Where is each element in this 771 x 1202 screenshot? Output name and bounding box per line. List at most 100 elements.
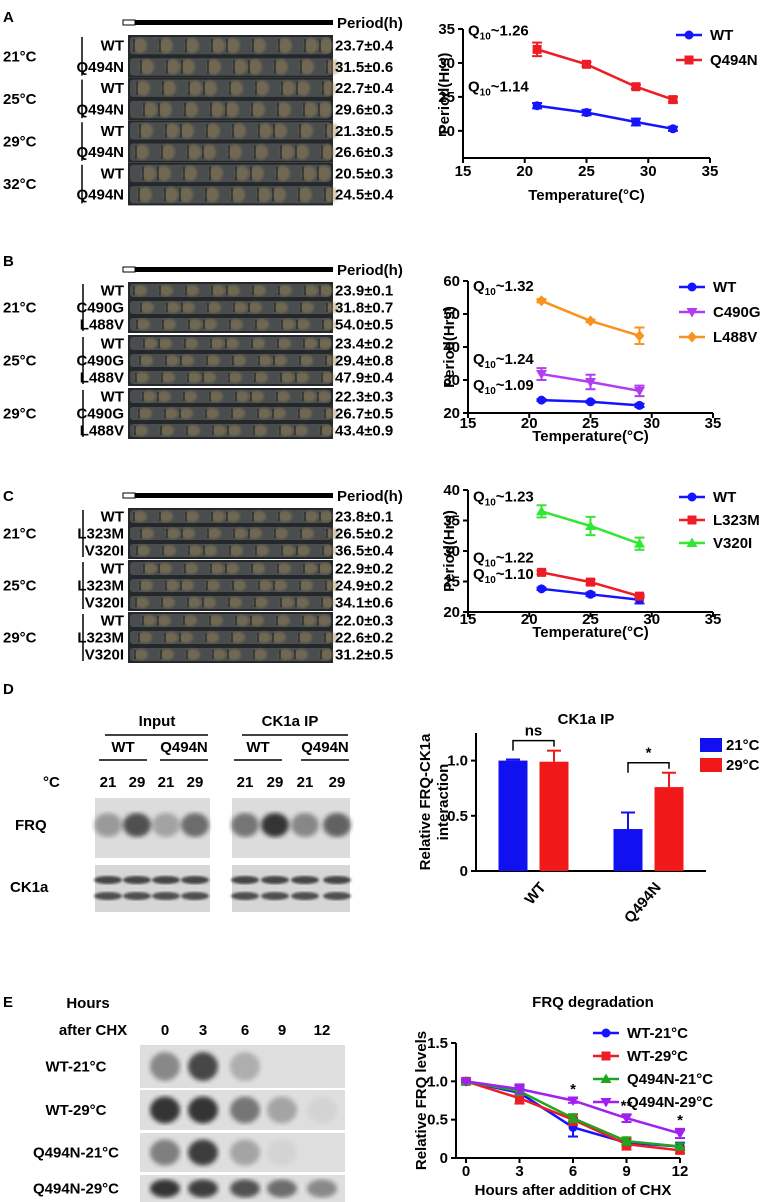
significance-label: * (677, 1112, 683, 1129)
conidia-band (257, 408, 271, 419)
blot-band (261, 892, 289, 900)
legend-marker (684, 55, 694, 65)
blot-temp-label: 29 (129, 774, 146, 791)
conidia-band (325, 123, 339, 139)
conidia-band (209, 615, 223, 626)
series-line (536, 48, 674, 101)
legend-swatch (700, 738, 722, 752)
strain-label: C490G (76, 405, 124, 422)
marker (537, 567, 546, 577)
blot-band (181, 892, 209, 900)
conidia-band (296, 319, 310, 330)
conidia-band (322, 319, 336, 330)
x-tick-label: 30 (643, 415, 660, 432)
blot-band (323, 813, 351, 837)
conidia-band (228, 372, 242, 383)
q10-annotation: Q10~1.22 (473, 549, 534, 569)
conidia-band (205, 187, 219, 203)
blot-strain-label: Q494N (160, 739, 208, 756)
conidia-band (162, 319, 176, 330)
conidia-band (258, 580, 272, 591)
temperature-label: 21°C (3, 48, 37, 65)
conidia-band (235, 165, 249, 182)
legend-label: WT (713, 279, 736, 296)
strain-label: L323M (77, 629, 124, 646)
legend-marker (684, 30, 694, 40)
conidia-band (251, 338, 265, 349)
conidia-band (319, 38, 333, 54)
conidia-band (277, 101, 291, 118)
conidia-band (142, 391, 156, 402)
legend-label: WT-29°C (627, 1048, 688, 1065)
legend-marker (601, 1028, 611, 1038)
x-axis-label: Hours after addition of CHX (475, 1182, 672, 1199)
conidia-band (299, 123, 313, 139)
x-tick-label: 12 (672, 1163, 689, 1180)
q10-base: Q (473, 566, 485, 583)
conidia-band (295, 372, 309, 383)
conidia-band (187, 144, 201, 160)
period-value: 36.5±0.4 (335, 542, 394, 559)
strain-label: L488V (80, 369, 124, 386)
q10-text: ~1.32 (496, 278, 534, 295)
strain-label: WT (101, 388, 124, 405)
blot-band (123, 892, 151, 900)
conidia-band (165, 355, 179, 366)
blot-strain-label: Q494N (301, 739, 349, 756)
conidia-band (300, 59, 314, 75)
conidia-band (188, 319, 202, 330)
marker (586, 577, 595, 587)
significance-label: ** (621, 1097, 633, 1114)
conidia-band (318, 563, 332, 574)
legend-marker (687, 282, 697, 292)
q10-text: ~1.22 (496, 549, 534, 566)
period-value: 20.5±0.3 (335, 165, 393, 182)
strain-label: Q494N (76, 144, 124, 161)
marker (585, 520, 596, 530)
conidia-band (277, 563, 291, 574)
conidia-band (324, 632, 338, 643)
conidia-band (278, 38, 292, 54)
blot-temp-label: 21 (158, 774, 175, 791)
conidia-band (281, 80, 295, 96)
conidia-band (302, 615, 316, 626)
marker (537, 395, 546, 405)
y-tick-label: 60 (443, 273, 460, 290)
conidia-band (139, 355, 153, 366)
marker (515, 1093, 524, 1103)
conidia-band (227, 425, 241, 436)
blot-band (230, 1179, 260, 1198)
conidia-band (252, 285, 266, 296)
period-value: 47.9±0.4 (335, 369, 394, 386)
conidia-band (203, 319, 217, 330)
conidia-band (252, 511, 266, 522)
marker (631, 82, 641, 92)
marker (634, 330, 645, 342)
bar (498, 760, 528, 871)
period-value: 34.1±0.6 (335, 594, 393, 611)
conidia-band (272, 632, 286, 643)
marker (536, 505, 547, 516)
conidia-band (212, 649, 226, 660)
marker (567, 1112, 579, 1123)
period-value: 29.6±0.3 (335, 102, 393, 119)
conidia-band (183, 165, 197, 182)
blot-band (291, 892, 319, 900)
conidia-band (179, 187, 193, 203)
blot-row-label: Q494N-29°C (33, 1180, 119, 1197)
q10-sub: 10 (480, 87, 492, 98)
legend-label: WT (710, 27, 733, 44)
x-tick-label: 15 (460, 611, 477, 628)
conidia-band (184, 338, 198, 349)
conidia-band (133, 285, 147, 296)
conidia-band (187, 372, 201, 383)
conidia-band (281, 545, 295, 556)
marker (567, 1096, 579, 1106)
chart-title: CK1a IP (558, 711, 615, 728)
conidia-band (298, 187, 312, 203)
conidia-band (294, 425, 308, 436)
conidia-band (158, 101, 172, 118)
conidia-band (226, 285, 240, 296)
blot-band (267, 1139, 297, 1166)
marker (537, 584, 546, 594)
